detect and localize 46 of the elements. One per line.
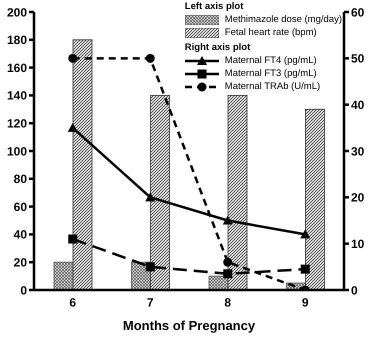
legend-label: Methimazole dose (mg/day) (224, 13, 342, 26)
point (300, 264, 310, 274)
y-tick-label: 80 (14, 172, 28, 186)
point (68, 54, 78, 63)
x-tick-label: 6 (69, 296, 76, 310)
bar (228, 95, 248, 290)
point (223, 269, 232, 278)
y2-tick-label: 40 (351, 98, 365, 112)
point (145, 192, 156, 202)
bar (54, 262, 74, 290)
point (146, 262, 155, 272)
bar (305, 108, 325, 290)
y2-tick-label: 20 (351, 190, 365, 205)
y2-tick-label: 50 (351, 52, 365, 66)
y-tick-label: 0 (20, 283, 28, 298)
y-tick-label: 100 (6, 144, 28, 158)
annotation: Right axis plot (184, 41, 252, 54)
x-tick-label: 8 (224, 296, 232, 310)
y2-tick-label: 10 (351, 236, 365, 251)
x-tick-label: 7 (146, 296, 154, 310)
bar (72, 39, 92, 290)
y2-tick-label: 0 (351, 283, 358, 298)
point (300, 229, 310, 238)
y-tick-label: 200 (6, 5, 28, 20)
point (68, 234, 78, 244)
y-tick-label: 60 (14, 200, 28, 214)
y-tick-label: 120 (6, 116, 28, 130)
point (68, 122, 78, 132)
x-axis-title: Months of Pregnancy (122, 318, 256, 333)
point (223, 258, 232, 267)
y-tick-label: 160 (6, 60, 28, 75)
annotation: Left axis plot (184, 0, 244, 13)
y-tick-label: 180 (6, 33, 28, 48)
legend-label: Maternal FT3 (pg/mL) (224, 67, 317, 80)
y2-tick-label: 60 (351, 5, 365, 20)
y-tick-label: 40 (14, 228, 28, 242)
point (222, 216, 233, 224)
y-tick-label: 140 (6, 88, 28, 103)
legend-label: Maternal TRAb (U/mL) (224, 80, 320, 93)
legend-label: Maternal FT4 (pg/mL) (224, 54, 317, 67)
legend-label: Fetal heart rate (bpm) (224, 26, 317, 39)
x-tick-label: 9 (302, 296, 309, 310)
point (146, 54, 155, 63)
y2-tick-label: 30 (351, 144, 365, 158)
bar (150, 95, 170, 290)
y-tick-label: 20 (14, 255, 28, 270)
